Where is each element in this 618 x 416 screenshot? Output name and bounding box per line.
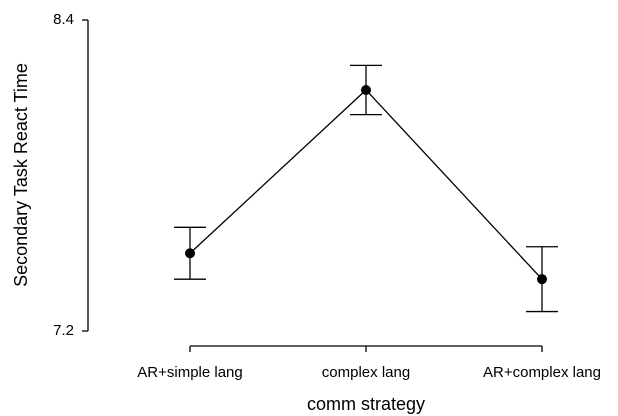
x-tick-label: AR+complex lang (483, 364, 601, 381)
x-axis-label: comm strategy (307, 394, 425, 414)
point (185, 248, 195, 259)
series-line (189, 89, 543, 280)
y-axis-label: Secondary Task React Time (11, 63, 31, 287)
x-tick-label: AR+simple lang (137, 364, 242, 381)
x-tick-label: complex lang (322, 364, 410, 381)
y-tick-label: 7.2 (53, 322, 74, 339)
point (361, 84, 371, 95)
point (537, 274, 547, 285)
y-tick-label: 8.4 (53, 11, 74, 28)
